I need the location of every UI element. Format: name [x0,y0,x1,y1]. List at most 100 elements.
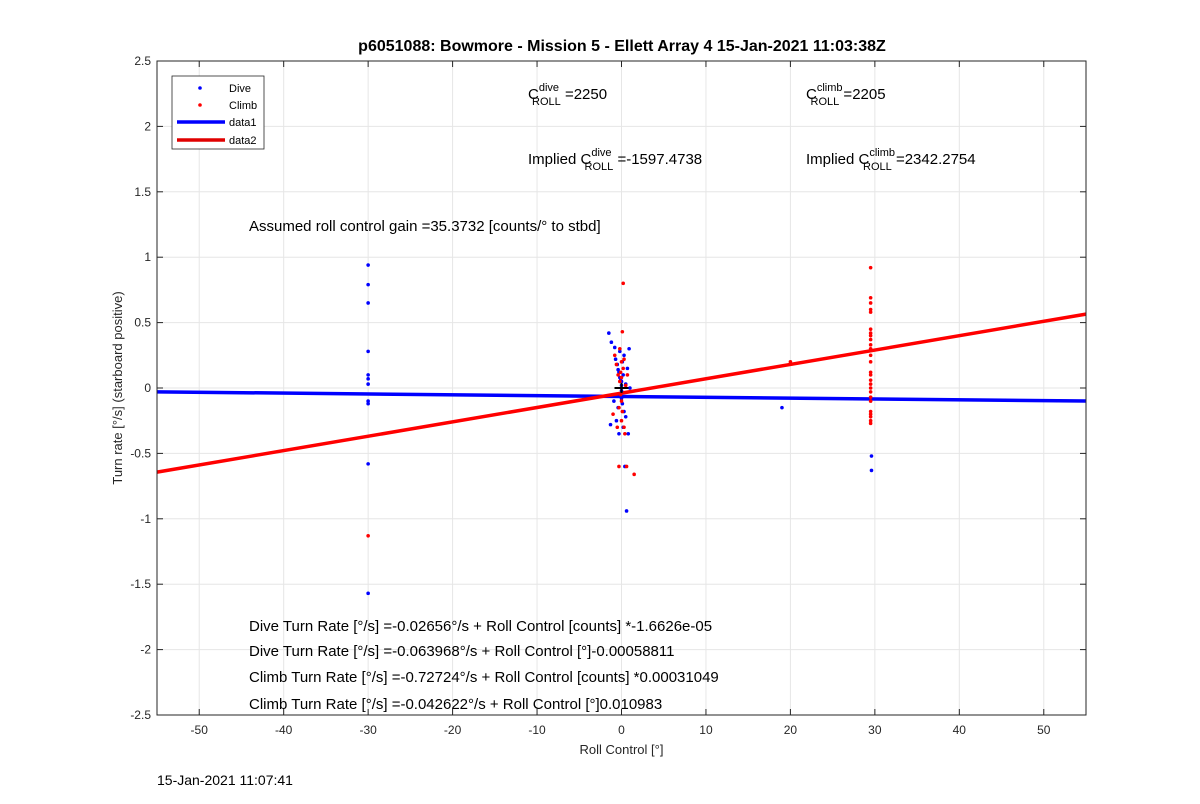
y-tick-label: -1.5 [130,577,151,591]
data-point-dive [366,349,370,354]
data-point-climb [868,346,873,351]
data-point-dive [623,414,628,419]
data-point-climb [868,360,873,364]
data-point-climb [619,375,624,380]
data-point-climb [623,383,628,388]
data-point-dive [366,373,370,377]
footer-timestamp: 15-Jan-2021 11:07:41 [157,772,293,788]
data-point-climb [868,331,873,335]
data-point-climb [612,353,617,358]
fit-equation: Dive Turn Rate [°/s] =-0.02656°/s + Roll… [249,618,712,635]
fit-equation: Dive Turn Rate [°/s] =-0.063968°/s + Rol… [249,643,674,660]
data-point-dive [618,349,622,354]
data-point-dive [627,346,631,351]
data-point-climb [619,418,624,423]
data-point-climb [366,534,370,538]
data-point-climb [868,421,873,426]
data-point-climb [620,409,625,414]
data-point-dive [869,454,874,458]
croll-climb-annotation: Cclimb ROLL =2205 [806,82,886,108]
x-tick-label: -40 [275,723,293,737]
data-point-dive [780,405,784,410]
data-point-dive [366,282,370,287]
data-point-climb [617,464,621,469]
y-tick-label: 0.5 [134,316,151,330]
data-point-climb [868,418,873,423]
x-tick-label: 30 [868,723,882,737]
data-point-climb [618,346,622,351]
data-point-climb [618,370,623,375]
x-tick-label: 10 [699,723,713,737]
fit-equation: Climb Turn Rate [°/s] =-0.042622°/s + Ro… [249,696,662,713]
data-point-climb [618,379,622,384]
data-point-climb [868,301,873,305]
x-tick-label: 40 [953,723,967,737]
data-point-dive [366,382,370,386]
data-point-dive [366,462,370,466]
data-point-dive [366,301,370,305]
data-point-dive [626,431,631,436]
x-tick-label: 20 [784,723,798,737]
data-point-climb [618,392,623,397]
data-point-dive [366,399,370,403]
implied-dive-annotation: Implied Cdive ROLL =-1597.4738 [528,147,702,173]
data-point-dive [625,366,630,371]
data-point-dive [612,399,616,403]
legend-label-climb: Climb [229,100,257,112]
y-tick-label: 0 [144,381,151,395]
data-point-dive [608,422,613,427]
legend-label-data1: data1 [229,117,257,129]
legend-box [171,75,265,150]
data-point-dive [612,345,617,350]
data-point-dive [617,431,621,436]
data-point-climb [625,373,630,377]
data-point-climb [868,295,873,300]
y-axis-label: Turn rate [°/s] (starboard positive) [110,291,125,484]
data-point-climb [868,333,873,338]
data-point-climb [868,337,873,342]
data-point-climb [620,329,625,334]
data-point-dive [366,377,370,381]
data-point-climb [616,373,620,377]
data-point-climb [621,366,625,371]
axis-ticks: -50 -40 -30 -20 -10 0 10 20 30 40 50-2.5-2-1.5-1-0… [130,54,1086,737]
axes-box [156,60,1087,716]
data-point-dive [607,331,611,335]
implied-climb-annotation: Implied Cclimb ROLL =2342.2754 [806,147,976,173]
data-point-climb [868,382,873,386]
data-point-dive [613,357,618,362]
data-point-dive [609,340,614,345]
legend-label-data2: data2 [229,135,257,147]
fit-equation: Climb Turn Rate [°/s] =-0.72724°/s + Rol… [249,669,719,686]
y-tick-label: -2.5 [130,708,151,722]
data-point-dive [366,263,370,267]
data-point-climb [614,362,619,367]
chart-title: p6051088: Bowmore - Mission 5 - Ellett A… [358,38,886,55]
y-tick-label: 2 [144,119,151,133]
gain-annotation: Assumed roll control gain =35.3732 [coun… [249,218,601,235]
data-point-dive [619,396,624,401]
data-point-climb [868,399,873,403]
y-tick-label: -1 [140,512,151,526]
data-point-dive [366,591,370,596]
data-point-climb [621,281,625,286]
data-point-climb [868,265,873,270]
data-point-climb [788,360,793,364]
data-point-climb [624,464,629,469]
data-point-dive [622,353,626,358]
x-axis-label: Roll Control [°] [580,742,664,757]
data-point-climb [868,378,873,382]
data-point-climb [611,412,615,416]
y-tick-label: -2 [140,643,151,657]
data-point-dive [869,468,874,473]
data-point-climb [868,370,873,375]
data-point-climb [868,343,873,347]
data-point-dive [624,509,629,513]
data-point-climb [868,353,873,358]
x-tick-label: 0 [618,723,625,737]
data-point-dive [366,401,370,406]
x-tick-label: -30 [359,723,377,737]
data-point-climb [868,373,873,377]
origin-marker [614,383,629,393]
y-tick-label: 1 [144,250,151,264]
